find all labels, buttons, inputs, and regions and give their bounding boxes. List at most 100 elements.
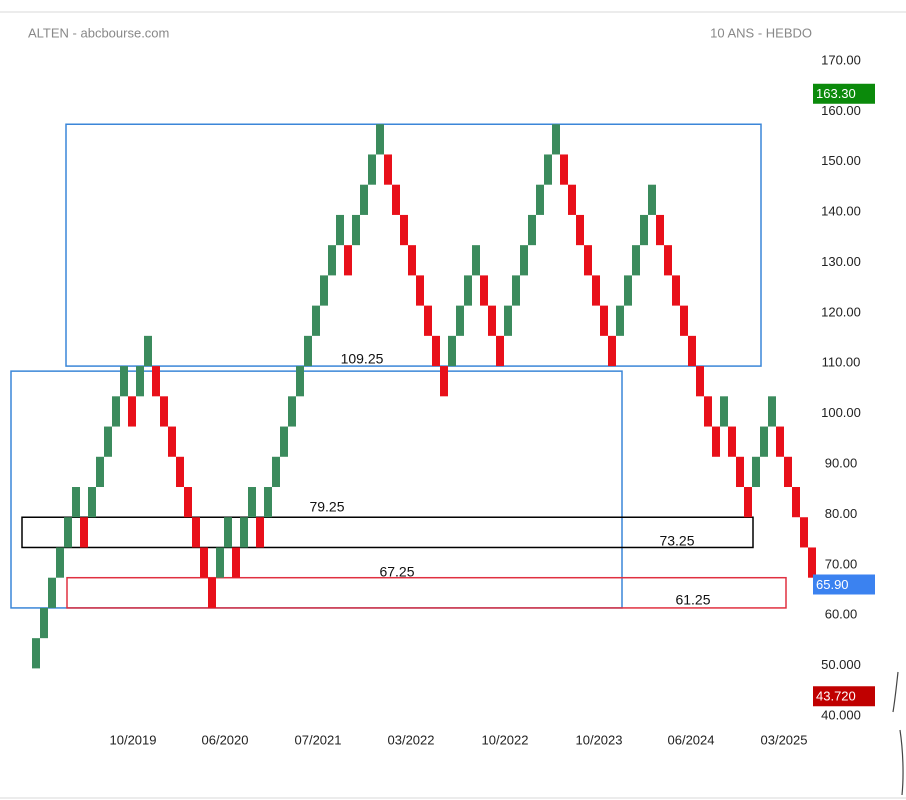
- renko-brick: [584, 245, 592, 276]
- renko-brick: [448, 335, 456, 367]
- zone-box: [21, 516, 754, 549]
- renko-brick: [368, 154, 376, 185]
- x-tick-label: 10/2019: [110, 732, 157, 747]
- renko-brick: [96, 456, 104, 488]
- renko-brick: [552, 124, 560, 155]
- renko-brick: [288, 396, 296, 427]
- renko-brick: [568, 184, 576, 215]
- renko-brick: [40, 607, 48, 639]
- price-tag: [813, 686, 875, 707]
- renko-brick: [112, 396, 120, 427]
- price-tag: [813, 574, 875, 595]
- renko-brick: [648, 184, 656, 215]
- renko-brick: [776, 426, 784, 457]
- renko-brick: [56, 547, 64, 578]
- renko-brick: [320, 275, 328, 306]
- zone-box: [10, 370, 623, 609]
- renko-brick: [736, 456, 744, 488]
- renko-brick: [512, 275, 520, 306]
- price-tag-label: 43.720: [816, 689, 856, 704]
- renko-brick: [536, 184, 544, 215]
- y-tick-label: 60.00: [825, 607, 858, 622]
- y-tick-label: 130.00: [821, 254, 861, 269]
- x-tick-label: 06/2024: [668, 732, 715, 747]
- renko-brick: [128, 396, 136, 427]
- renko-brick: [792, 487, 800, 518]
- renko-brick: [344, 245, 352, 276]
- y-tick-label: 170.00: [821, 52, 861, 67]
- renko-brick: [192, 517, 200, 548]
- renko-brick: [360, 184, 368, 215]
- renko-brick: [688, 335, 696, 367]
- y-tick-label: 40.000: [821, 707, 861, 722]
- renko-brick: [264, 487, 272, 518]
- renko-brick: [328, 245, 336, 276]
- chart-subtitle: 10 ANS - HEBDO: [710, 25, 812, 40]
- renko-brick: [704, 396, 712, 427]
- price-tag-label: 163.30: [816, 86, 856, 101]
- price-tag: [813, 83, 875, 104]
- renko-brick: [592, 275, 600, 306]
- renko-brick: [208, 577, 216, 608]
- renko-brick: [232, 547, 240, 578]
- renko-brick: [576, 214, 584, 246]
- y-tick-label: 120.00: [821, 304, 861, 319]
- renko-brick: [752, 456, 760, 488]
- renko-brick: [712, 426, 720, 457]
- renko-brick: [152, 366, 160, 397]
- chart-title: ALTEN - abcbourse.com: [28, 25, 169, 40]
- renko-brick: [64, 517, 72, 548]
- renko-brick: [312, 305, 320, 336]
- renko-brick: [216, 547, 224, 578]
- renko-brick: [32, 638, 40, 669]
- renko-brick: [544, 154, 552, 185]
- renko-brick: [392, 184, 400, 215]
- renko-brick: [600, 305, 608, 336]
- renko-brick: [656, 214, 664, 246]
- renko-brick: [464, 275, 472, 306]
- renko-brick: [432, 335, 440, 367]
- renko-brick: [624, 275, 632, 306]
- renko-brick: [696, 366, 704, 397]
- x-tick-label: 03/2025: [761, 732, 808, 747]
- renko-brick: [640, 214, 648, 246]
- zone-label: 73.25: [659, 533, 694, 549]
- y-tick-label: 90.00: [825, 456, 858, 471]
- renko-brick: [120, 366, 128, 397]
- y-tick-label: 110.00: [822, 355, 861, 370]
- x-tick-label: 06/2020: [202, 732, 249, 747]
- y-tick-label: 160.00: [821, 103, 861, 118]
- y-tick-label: 70.00: [825, 556, 858, 571]
- zone-box: [65, 123, 762, 367]
- renko-brick: [256, 517, 264, 548]
- renko-brick: [144, 335, 152, 367]
- renko-brick: [728, 426, 736, 457]
- renko-brick: [664, 245, 672, 276]
- renko-brick: [184, 487, 192, 518]
- zone-label: 79.25: [309, 499, 344, 515]
- x-tick-label: 10/2022: [482, 732, 529, 747]
- renko-brick: [768, 396, 776, 427]
- renko-brick: [424, 305, 432, 336]
- renko-brick: [472, 245, 480, 276]
- y-tick-label: 100.00: [821, 405, 861, 420]
- x-tick-label: 07/2021: [295, 732, 342, 747]
- renko-brick: [280, 426, 288, 457]
- renko-brick: [504, 305, 512, 336]
- renko-brick: [560, 154, 568, 185]
- renko-brick: [296, 366, 304, 397]
- renko-brick: [440, 366, 448, 397]
- price-tag-label: 65.90: [816, 577, 849, 592]
- renko-brick: [248, 487, 256, 518]
- renko-brick: [408, 245, 416, 276]
- renko-brick: [176, 456, 184, 488]
- renko-brick: [784, 456, 792, 488]
- renko-brick: [480, 275, 488, 306]
- renko-brick: [400, 214, 408, 246]
- y-tick-label: 140.00: [821, 204, 861, 219]
- y-tick-label: 150.00: [821, 153, 861, 168]
- renko-brick: [608, 335, 616, 367]
- renko-brick: [224, 517, 232, 548]
- renko-brick: [352, 214, 360, 246]
